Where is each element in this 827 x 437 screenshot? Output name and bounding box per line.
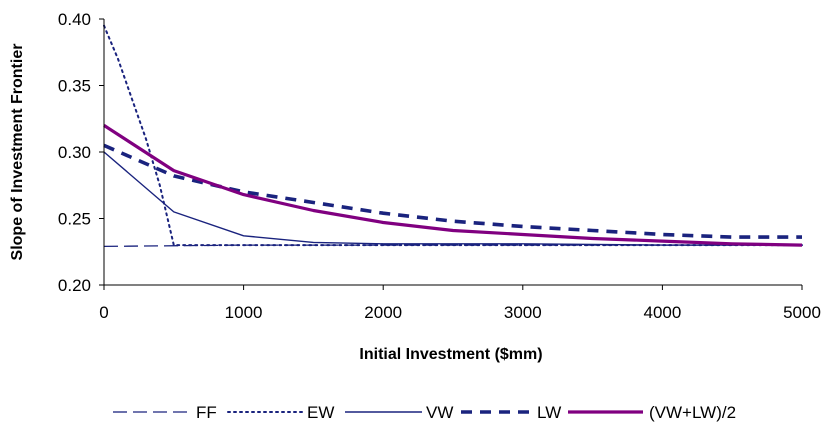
legend-label: LW	[537, 403, 561, 422]
x-tick-label: 3000	[504, 303, 542, 322]
y-tick-label: 0.30	[58, 143, 91, 162]
y-tick-label: 0.35	[58, 77, 91, 96]
x-tick-label: 1000	[225, 303, 263, 322]
x-tick-label: 5000	[783, 303, 821, 322]
legend-label: (VW+LW)/2	[649, 403, 736, 422]
y-tick-label: 0.40	[58, 10, 91, 29]
legend: FF EW VW LW (VW+LW)/2	[113, 403, 736, 422]
series-line-vw-lw-2	[103, 124, 803, 247]
x-axis-title: Initial Investment ($mm)	[359, 346, 542, 363]
y-axis-title: Slope of Investment Frontier	[9, 44, 26, 261]
plot-area	[103, 24, 803, 248]
x-tick-label: 4000	[643, 303, 681, 322]
legend-label: FF	[196, 403, 217, 422]
series-line-vw	[103, 151, 802, 246]
axes: 0.20 0.25 0.30 0.35 0.40 0 1000 2000 3000 4000 500…	[58, 10, 821, 322]
x-tick-label: 2000	[364, 303, 402, 322]
legend-label: EW	[307, 403, 334, 422]
y-tick-label: 0.25	[58, 210, 91, 229]
legend-label: VW	[426, 403, 453, 422]
x-tick-label: 0	[99, 303, 108, 322]
y-tick-label: 0.20	[58, 276, 91, 295]
series-line-ew	[103, 24, 803, 247]
